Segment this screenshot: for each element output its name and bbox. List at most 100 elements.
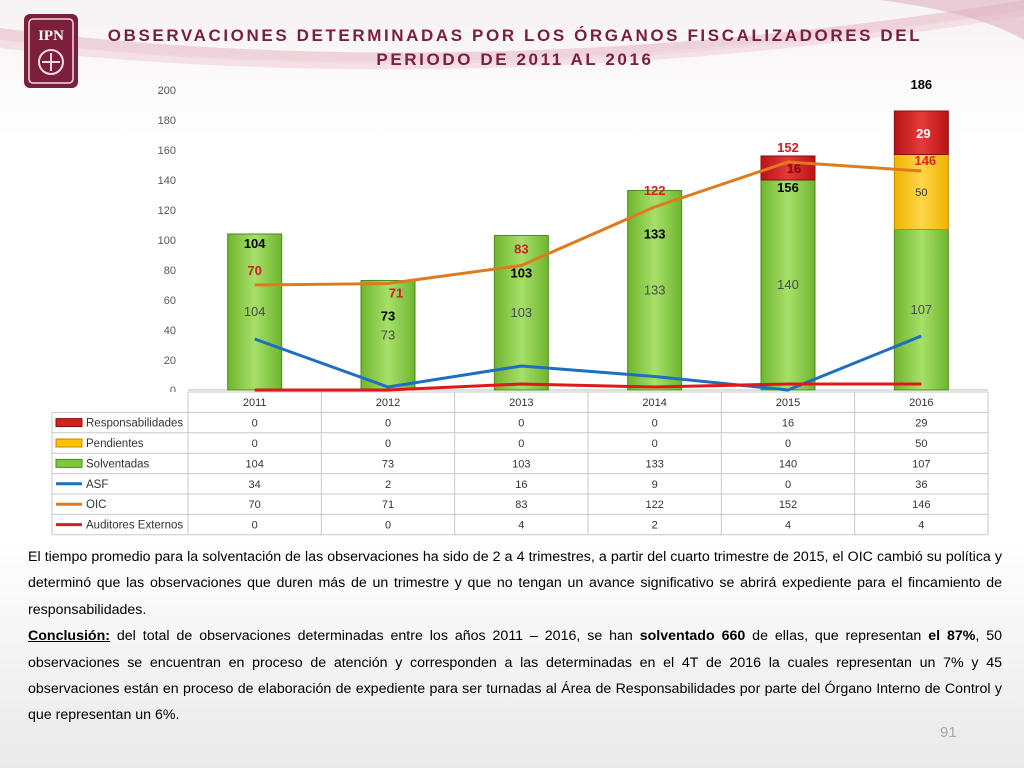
explanation-text: El tiempo promedio para la solventación … [28,544,1002,729]
data-table-cell: 70 [249,499,261,511]
bar-total-label-2015: 156 [777,180,799,195]
bar-label-solventadas-2011: 104 [244,304,266,319]
y-tick-label: 200 [158,85,176,97]
data-table-cell: 133 [645,458,663,470]
page-title-line-1: OBSERVACIONES DETERMINADAS POR LOS ÓRGAN… [107,26,923,45]
paragraph-conclusion: Conclusión: del total de observaciones d… [28,623,1002,729]
conclusion-text-d: el 87% [928,628,976,645]
oic-data-label-2013: 83 [514,242,528,257]
bar-label-solventadas-2012: 73 [381,327,395,342]
ipn-logo: IPN [24,14,78,88]
bar-solventadas-2016 [893,229,949,391]
bar-solventadas-2011 [227,233,283,391]
data-table-cell: 0 [385,438,391,450]
bar-total-label-2016: 186 [910,77,932,92]
data-table-cell: 140 [779,458,797,470]
bar-label-solventadas-2014: 133 [644,282,666,297]
y-tick-label: 80 [164,265,176,277]
data-table-cell: 9 [652,479,658,491]
data-table-cell: 50 [915,438,927,450]
data-table-cell: 34 [249,479,261,491]
legend-key-responsabilidades [55,418,83,428]
data-table-cell: 0 [652,418,658,430]
line-oic [254,160,922,287]
bar-label-responsabilidades-2015: 16 [787,161,801,176]
y-tick-label: 140 [158,175,176,187]
oic-data-label-2015: 152 [777,140,799,155]
data-table-cell: 71 [382,499,394,511]
data-table-cell: 0 [785,479,791,491]
legend-key-solventadas [55,458,83,468]
data-table-cell: 16 [515,479,527,491]
bar-solventadas-2015 [760,179,816,391]
x-tick-label-2016: 2016 [909,397,933,409]
oic-data-label-2016: 146 [914,153,936,168]
page-title-line-2: PERIODO DE 2011 AL 2016 [376,50,654,69]
x-tick-label-2013: 2013 [509,397,533,409]
data-table-cell: 0 [518,438,524,450]
data-table-cell: 83 [515,499,527,511]
legend-entry-oic: OIC [86,499,106,511]
legend-entry-solventadas: Solventadas [86,458,150,470]
bar-label-solventadas-2013: 103 [510,305,532,320]
bar-total-label-2012: 73 [381,309,395,324]
paragraph-average-time: El tiempo promedio para la solventación … [28,549,1002,618]
data-table-cell: 4 [518,520,524,532]
data-table-cell: 0 [385,520,391,532]
bar-total-label-2014: 133 [644,227,666,242]
y-tick-label: 60 [164,295,176,307]
data-table-cell: 0 [252,438,258,450]
data-table-cell: 0 [385,418,391,430]
conclusion-text-a: del total de observaciones determinadas … [109,628,640,645]
oic-data-label-2012: 71 [389,286,403,301]
x-tick-label-2011: 2011 [243,397,267,409]
data-table-cell: 107 [912,458,930,470]
data-table-cell: 103 [512,458,530,470]
bar-total-label-2011: 104 [244,236,266,251]
line-auditores-externos [254,382,922,392]
data-table-cell: 36 [915,479,927,491]
data-table-cell: 0 [652,438,658,450]
bar-responsabilidades-2016 [893,110,949,155]
legend-entry-responsabilidades: Responsabilidades [86,418,183,430]
data-table-cell: 0 [785,438,791,450]
data-table-background [52,392,988,535]
data-table-cell: 0 [252,520,258,532]
y-tick-label: 120 [158,205,176,217]
y-tick-label: 160 [158,145,176,157]
data-table-cell: 0 [518,418,524,430]
page-title: OBSERVACIONES DETERMINADAS POR LOS ÓRGAN… [100,24,930,72]
bar-total-label-2013: 103 [510,266,532,281]
oic-data-label-2014: 122 [644,183,666,198]
data-table-cell: 2 [652,520,658,532]
y-tick-label: 20 [164,355,176,367]
conclusion-text-b: solventado 660 [639,628,746,645]
data-table-cell: 29 [915,418,927,430]
data-table-cell: 2 [385,479,391,491]
bar-label-pendientes-2016: 50 [915,187,927,199]
data-table-cell: 104 [245,458,263,470]
legend-entry-auditores-externos: Auditores Externos [86,520,183,532]
logo-text: IPN [38,28,64,44]
line-asf [254,334,922,392]
data-table-cell: 146 [912,499,930,511]
x-tick-label-2014: 2014 [642,397,666,409]
conclusion-text-e: , 50 observaciones se encuentran en proc… [28,628,1002,724]
oic-data-label-2011: 70 [247,263,261,278]
data-table-cell: 4 [785,520,791,532]
x-tick-label-2012: 2012 [376,397,400,409]
data-table-cell: 122 [645,499,663,511]
y-tick-label: 0 [170,385,176,397]
data-table-cell: 73 [382,458,394,470]
bar-label-solventadas-2015: 140 [777,277,799,292]
data-table-cell: 0 [252,418,258,430]
bar-label-responsabilidades-2016: 29 [916,126,930,141]
data-table-cell: 4 [918,520,924,532]
y-tick-label: 180 [158,115,176,127]
data-table-cell: 152 [779,499,797,511]
x-tick-label-2015: 2015 [776,397,800,409]
legend-entry-asf: ASF [86,479,108,491]
legend-entry-pendientes: Pendientes [86,438,144,450]
y-tick-label: 100 [158,235,176,247]
bar-label-solventadas-2016: 107 [910,302,932,317]
